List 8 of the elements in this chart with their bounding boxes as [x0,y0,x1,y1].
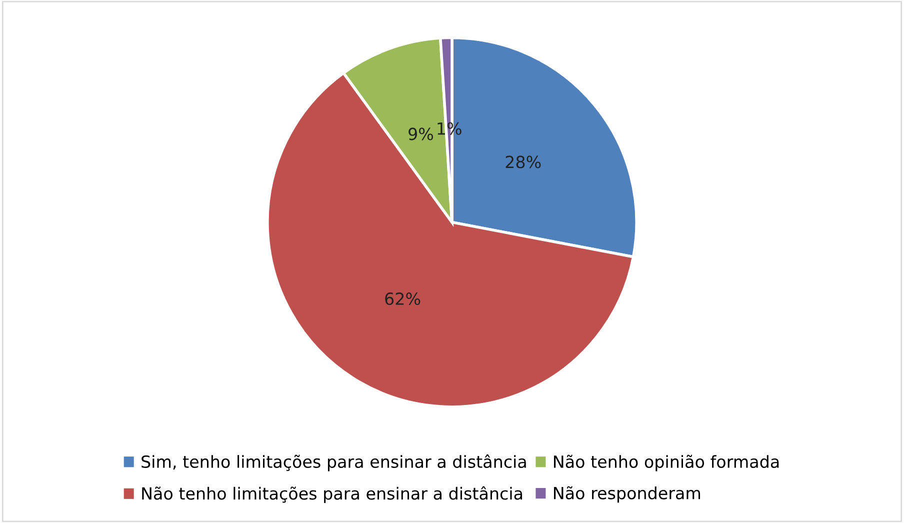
legend-label: Não tenho opinião formada [554,454,779,472]
legend-label: Não tenho limitações para ensinar a distância [142,486,522,503]
data-label: 62% [385,292,420,306]
data-label: 1% [438,122,462,135]
legend-label: Sim, tenho limitações para ensinar a distância [142,454,526,472]
data-label: 28% [506,156,541,168]
data-label: 9% [408,128,434,140]
legend-label: Não responderam [554,486,700,503]
